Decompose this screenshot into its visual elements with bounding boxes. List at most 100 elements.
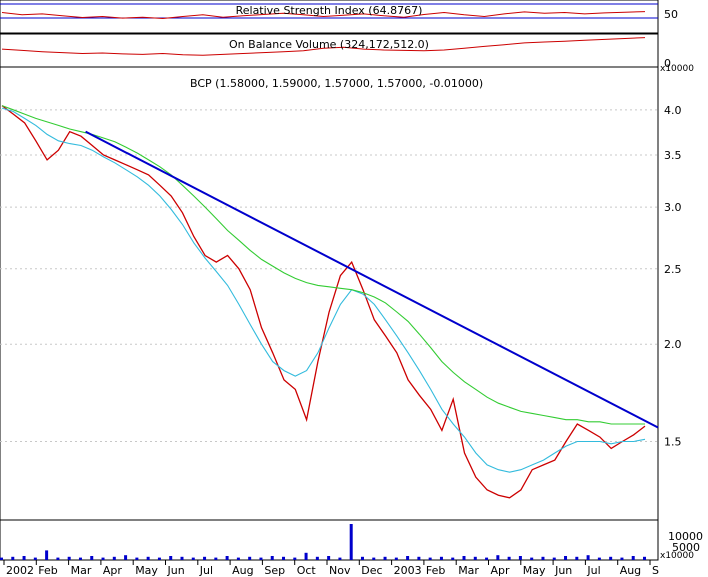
- obv-multiplier-label: x10000: [660, 64, 694, 74]
- volume-bar: [236, 557, 240, 560]
- price-tick-label: 2.5: [664, 263, 682, 276]
- rsi-tick-label: 50: [664, 8, 678, 21]
- volume-bar: [327, 556, 331, 560]
- volume-bar: [372, 557, 376, 560]
- obv-panel-frame: [0, 33, 659, 68]
- volume-bar: [485, 557, 489, 560]
- price-tick-label: 3.5: [664, 149, 682, 162]
- volume-bar: [383, 556, 387, 560]
- obv-title: On Balance Volume (324,172,512.0): [229, 38, 429, 51]
- volume-bar: [203, 556, 207, 560]
- volume-bar: [530, 557, 534, 560]
- rsi-title: Relative Strength Index (64.8767): [236, 4, 423, 17]
- price-line: [1, 105, 646, 499]
- price-panel: BCP (1.58000, 1.59000, 1.57000, 1.57000,…: [0, 66, 682, 521]
- volume-bar: [643, 556, 646, 560]
- volume-bar: [0, 557, 3, 560]
- x-tick-label: May: [523, 564, 546, 577]
- volume-bar: [22, 556, 26, 560]
- volume-bar: [428, 557, 432, 560]
- volume-bar: [293, 557, 297, 560]
- volume-bar: [304, 552, 308, 560]
- volume-bar: [191, 557, 195, 560]
- volume-bar: [270, 556, 274, 560]
- x-tick-label: Jul: [586, 564, 600, 577]
- volume-bar: [586, 555, 590, 560]
- volume-panel-frame: [0, 519, 659, 561]
- obv-line: [1, 37, 646, 56]
- volume-bar: [78, 557, 82, 560]
- volume-bar: [315, 556, 319, 560]
- x-tick-label: S: [652, 564, 659, 577]
- volume-bar: [33, 557, 37, 560]
- volume-bar: [439, 556, 443, 560]
- volume-bar: [349, 524, 353, 560]
- volume-bar: [124, 555, 128, 560]
- volume-bar: [67, 556, 71, 560]
- rsi-line: [1, 11, 646, 20]
- price-tick-label: 4.0: [664, 104, 682, 117]
- volume-bar: [169, 556, 173, 560]
- volume-panel: 10000 5000 x10000: [0, 519, 703, 561]
- x-tick-label: Apr: [491, 564, 511, 577]
- volume-bar: [575, 556, 579, 560]
- volume-bar: [597, 557, 601, 560]
- long-moving-average-line: [1, 105, 645, 425]
- x-tick-label: Mar: [458, 564, 479, 577]
- volume-bar: [518, 556, 522, 560]
- volume-bar: [496, 555, 500, 560]
- x-tick-label: Dec: [361, 564, 382, 577]
- volume-bar: [225, 556, 229, 560]
- volume-bar: [609, 556, 613, 560]
- x-tick-label: Sep: [264, 564, 285, 577]
- volume-bar: [417, 556, 421, 560]
- volume-bar: [541, 556, 545, 560]
- volume-bar: [394, 557, 398, 560]
- volume-bar: [564, 556, 568, 560]
- volume-bar: [214, 557, 218, 560]
- volume-bar: [406, 556, 410, 560]
- volume-bar: [620, 557, 624, 560]
- x-tick-label: Aug: [620, 564, 641, 577]
- volume-bar: [146, 556, 150, 560]
- x-tick-label: Feb: [426, 564, 445, 577]
- volume-bar: [248, 556, 252, 560]
- x-tick-label: 2002: [6, 564, 34, 577]
- price-tick-label: 1.5: [664, 436, 682, 449]
- volume-multiplier-label: x10000: [660, 551, 694, 561]
- price-tick-label: 3.0: [664, 201, 682, 214]
- price-title: BCP (1.58000, 1.59000, 1.57000, 1.57000,…: [190, 77, 483, 90]
- volume-bar: [360, 556, 364, 560]
- volume-bar: [56, 557, 60, 560]
- x-tick-label: May: [135, 564, 158, 577]
- volume-bar: [101, 557, 105, 560]
- volume-bar: [259, 557, 263, 560]
- volume-bar: [552, 557, 556, 560]
- volume-bar: [180, 556, 184, 560]
- volume-bar: [507, 556, 511, 560]
- x-tick-label: Mar: [71, 564, 92, 577]
- x-tick-label: Apr: [103, 564, 123, 577]
- price-panel-frame: [0, 66, 659, 521]
- volume-bar: [473, 556, 477, 560]
- volume-bar: [631, 556, 635, 560]
- x-tick-label: Nov: [329, 564, 351, 577]
- x-tick-label: Jul: [199, 564, 213, 577]
- obv-panel: On Balance Volume (324,172,512.0) 0 x100…: [0, 33, 694, 74]
- x-tick-label: Jun: [167, 564, 185, 577]
- volume-bar: [11, 556, 15, 560]
- volume-bar: [338, 557, 342, 560]
- volume-tick-label: 10000: [668, 530, 703, 543]
- obv-tick-label: 0: [664, 57, 671, 70]
- x-axis: 2002 Feb Mar Apr May Jun Jul Aug Sep Oct Nov Dec 200…: [3, 560, 659, 577]
- x-tick-label: Feb: [38, 564, 57, 577]
- volume-bar: [90, 556, 94, 560]
- rsi-panel: Relative Strength Index (64.8767) 50: [0, 0, 678, 34]
- volume-bar: [462, 556, 466, 560]
- x-tick-label: Aug: [232, 564, 253, 577]
- trendline: [85, 130, 659, 429]
- x-tick-label: Oct: [297, 564, 317, 577]
- volume-bar: [112, 556, 116, 560]
- volume-bar: [451, 557, 455, 560]
